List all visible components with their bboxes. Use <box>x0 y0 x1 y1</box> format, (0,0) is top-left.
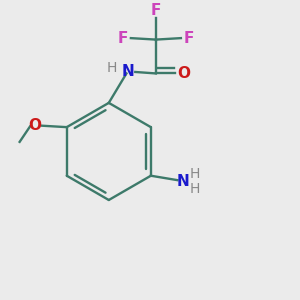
Text: F: F <box>184 31 194 46</box>
Text: O: O <box>177 66 190 81</box>
Text: H: H <box>190 167 200 181</box>
Text: F: F <box>151 3 161 18</box>
Text: H: H <box>190 182 200 196</box>
Text: O: O <box>29 118 42 133</box>
Text: H: H <box>106 61 117 75</box>
Text: N: N <box>122 64 134 80</box>
Text: N: N <box>177 174 190 189</box>
Text: F: F <box>117 31 128 46</box>
